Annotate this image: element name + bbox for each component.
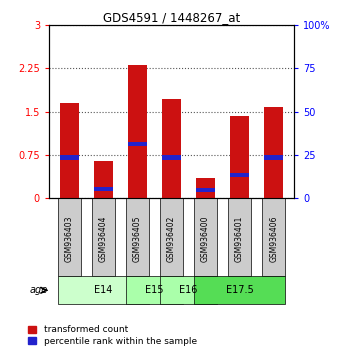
Legend: transformed count, percentile rank within the sample: transformed count, percentile rank withi…	[28, 325, 197, 346]
Text: E15: E15	[145, 285, 164, 295]
Bar	[162, 99, 181, 198]
Text: E16: E16	[179, 285, 198, 295]
Bar	[160, 276, 217, 304]
Text: GSM936406: GSM936406	[269, 216, 278, 262]
Bar	[160, 198, 183, 276]
Bar	[162, 155, 181, 160]
Bar	[128, 65, 147, 198]
Title: GDS4591 / 1448267_at: GDS4591 / 1448267_at	[103, 11, 240, 24]
Bar	[230, 116, 249, 198]
Bar	[126, 276, 183, 304]
Text: GSM936404: GSM936404	[99, 216, 108, 262]
Text: E17.5: E17.5	[226, 285, 254, 295]
Text: GSM936401: GSM936401	[235, 216, 244, 262]
Text: GSM936400: GSM936400	[201, 216, 210, 262]
Text: E14: E14	[94, 285, 113, 295]
Text: age: age	[30, 285, 48, 295]
Bar	[94, 187, 113, 191]
Bar	[94, 161, 113, 198]
Text: GSM936405: GSM936405	[133, 216, 142, 262]
Bar	[58, 276, 149, 304]
Text: GSM936403: GSM936403	[65, 216, 74, 262]
Bar	[194, 276, 285, 304]
Text: GSM936402: GSM936402	[167, 216, 176, 262]
Bar	[264, 108, 283, 198]
Bar	[196, 188, 215, 193]
Bar	[264, 155, 283, 160]
Bar	[58, 198, 81, 276]
Bar	[230, 173, 249, 177]
Bar	[60, 103, 79, 198]
Bar	[194, 198, 217, 276]
Bar	[92, 198, 115, 276]
Bar	[128, 142, 147, 146]
Bar	[126, 198, 149, 276]
Bar	[228, 198, 251, 276]
Bar	[196, 178, 215, 198]
Bar	[262, 198, 285, 276]
Bar	[60, 155, 79, 160]
